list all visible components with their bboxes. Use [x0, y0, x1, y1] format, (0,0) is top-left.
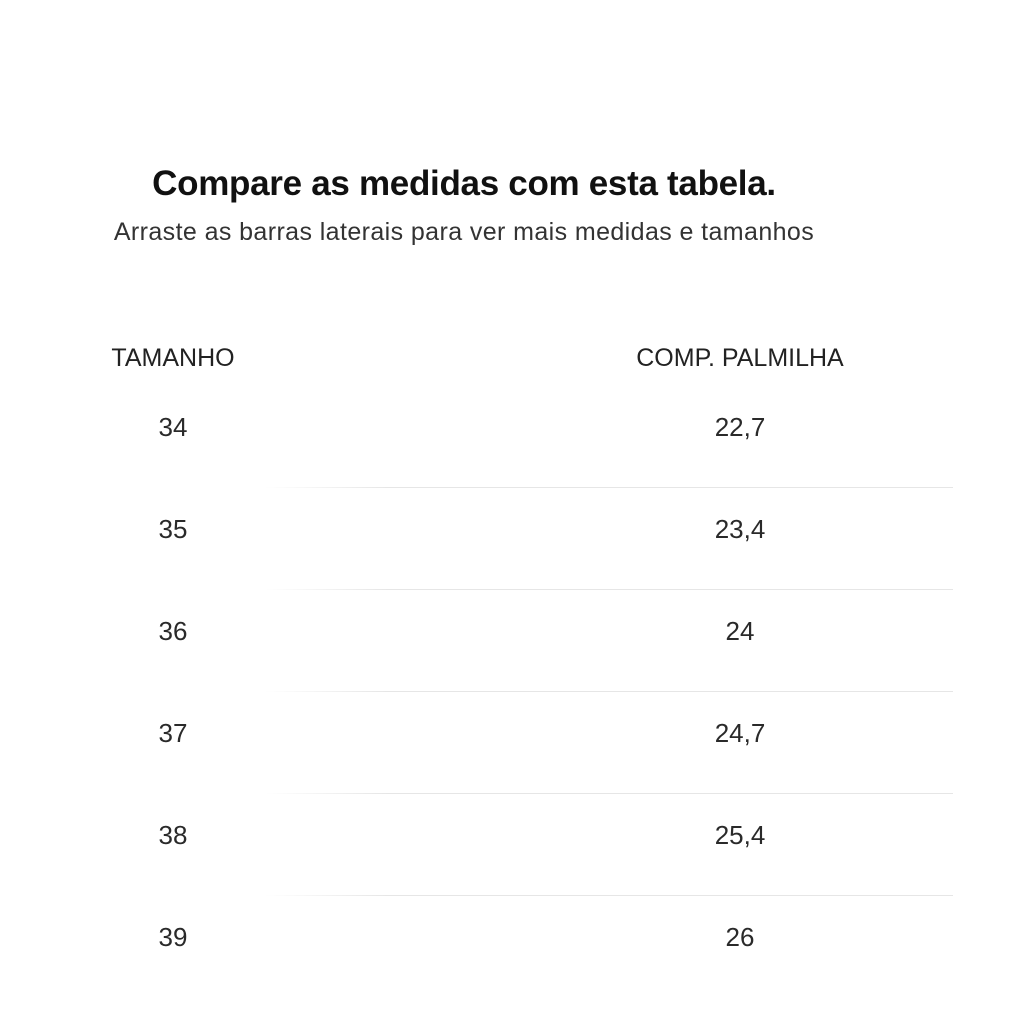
row-divider	[265, 793, 953, 794]
cell-insole-length: 22,7	[714, 412, 766, 442]
table-row: 39 26	[0, 896, 1024, 998]
table-row: 38 25,4	[0, 794, 1024, 896]
size-table[interactable]: TAMANHO COMP. PALMILHA 34 22,7 35 23,4 3…	[0, 336, 1024, 998]
table-header: TAMANHO COMP. PALMILHA	[0, 336, 1024, 386]
cell-insole-length: 25,4	[714, 820, 766, 850]
row-divider	[265, 589, 953, 590]
cell-insole-length: 24	[725, 616, 755, 646]
row-divider	[265, 691, 953, 692]
cell-size: 38	[158, 820, 188, 850]
row-divider	[265, 895, 953, 896]
table-body: 34 22,7 35 23,4 36 24 37 24,7 38 25,4 39…	[0, 386, 1024, 998]
table-row: 36 24	[0, 590, 1024, 692]
table-row: 37 24,7	[0, 692, 1024, 794]
cell-size: 34	[158, 412, 188, 442]
cell-size: 39	[158, 922, 188, 952]
table-row: 34 22,7	[0, 386, 1024, 488]
cell-insole-length: 26	[725, 922, 755, 952]
cell-insole-length: 24,7	[714, 718, 766, 748]
cell-size: 35	[158, 514, 188, 544]
column-header-size: TAMANHO	[111, 344, 235, 372]
table-row: 35 23,4	[0, 488, 1024, 590]
row-divider	[265, 487, 953, 488]
cell-size: 36	[158, 616, 188, 646]
cell-insole-length: 23,4	[714, 514, 766, 544]
cell-size: 37	[158, 718, 188, 748]
page-title: Compare as medidas com esta tabela.	[152, 164, 776, 203]
column-header-insole-length: COMP. PALMILHA	[636, 344, 844, 372]
page-subtitle: Arraste as barras laterais para ver mais…	[113, 218, 815, 246]
